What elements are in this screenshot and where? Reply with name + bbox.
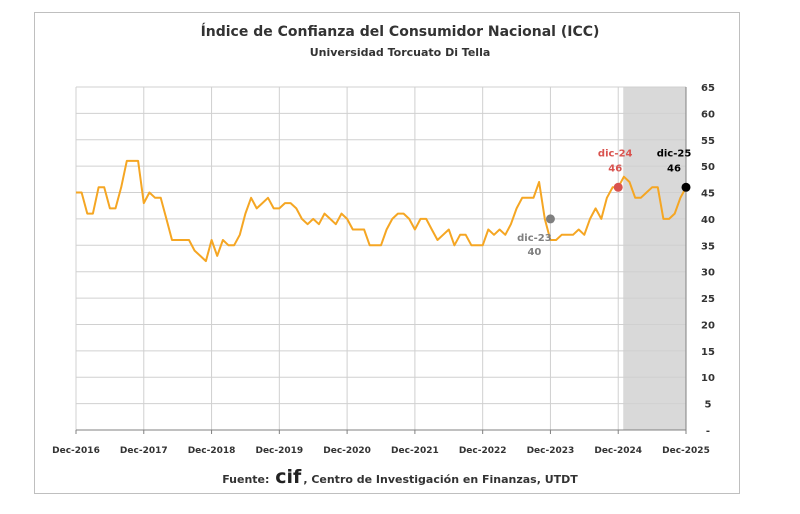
shaded-rect (623, 87, 686, 430)
y-tick-label: 15 (701, 347, 715, 358)
x-tick-label: Dec-2022 (459, 446, 507, 456)
x-tick-label: Dec-2025 (662, 446, 710, 456)
annotation-label: dic-23 (517, 233, 552, 244)
y-tick-label: 30 (701, 268, 715, 279)
x-tick-label: Dec-2018 (188, 446, 236, 456)
source-footer: Fuente: cif, Centro de Investigación en … (0, 466, 800, 488)
axes: - 5 10 15 20 25 30 35 40 45 50 55 60 65 Dec-2016 Dec-20… (52, 83, 715, 456)
y-tick-label: 60 (701, 109, 715, 120)
y-tick-label: 5 (705, 400, 712, 411)
chart-frame (34, 12, 740, 494)
annotation-marker (545, 214, 555, 224)
cif-logo: cif (275, 466, 302, 488)
x-tick-label: Dec-2021 (391, 446, 439, 456)
footer-text: , Centro de Investigación en Finanzas, U… (303, 473, 578, 486)
annotations: dic-23 40 dic-24 46 dic-25 46 (517, 148, 691, 258)
y-tick-label: 50 (701, 162, 715, 173)
x-tick-label: Dec-2023 (527, 446, 575, 456)
x-tick-label: Dec-2024 (594, 446, 642, 456)
chart-title: Índice de Confianza del Consumidor Nacio… (200, 24, 600, 40)
y-tick-label: - (706, 426, 710, 437)
annotation-value: 46 (667, 163, 681, 174)
footer-prefix: Fuente: (222, 473, 270, 486)
annotation-label: dic-24 (598, 148, 633, 159)
y-tick-label: 40 (701, 215, 715, 226)
projection-shaded-area (623, 87, 686, 430)
y-tick-label: 25 (701, 294, 715, 305)
x-tick-label: Dec-2016 (52, 446, 100, 456)
annotation-value: 40 (527, 247, 541, 258)
y-tick-label: 10 (701, 373, 715, 384)
x-tick-label: Dec-2020 (323, 446, 371, 456)
y-tick-label: 35 (701, 241, 715, 252)
y-tick-label: 20 (701, 320, 715, 331)
y-tick-label: 45 (701, 189, 715, 200)
x-tick-label: Dec-2017 (120, 446, 168, 456)
annotation-marker (681, 182, 691, 192)
series-layer (76, 159, 687, 263)
annotation-label: dic-25 (657, 148, 692, 159)
chart-subtitle: Universidad Torcuato Di Tella (309, 46, 491, 59)
x-tick-label: Dec-2019 (255, 446, 303, 456)
annotation-value: 46 (608, 163, 622, 174)
series-line (76, 159, 687, 263)
y-tick-label: 65 (701, 83, 715, 94)
y-tick-label: 55 (701, 136, 715, 147)
grid-lines (75, 86, 687, 431)
annotation-marker (613, 182, 623, 192)
